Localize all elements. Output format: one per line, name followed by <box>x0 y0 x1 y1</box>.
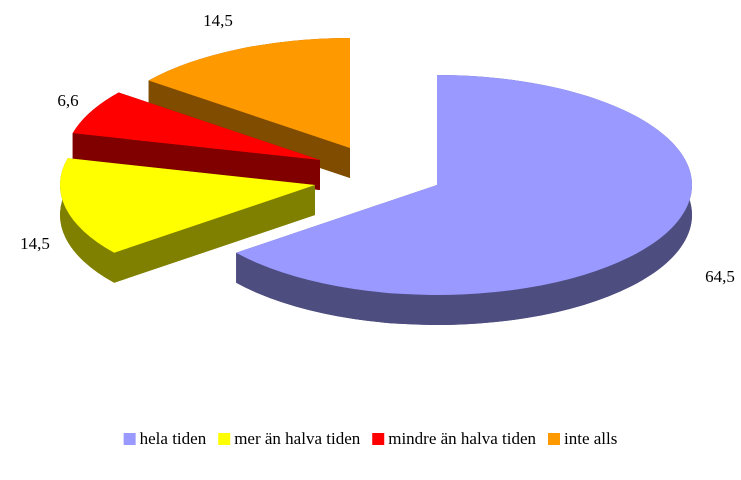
legend: hela tiden mer än halva tiden mindre än ha… <box>123 429 617 448</box>
slice <box>72 92 321 190</box>
legend-label: mer än halva tiden <box>234 429 361 448</box>
legend-label: hela tiden <box>140 429 207 448</box>
legend-label: inte alls <box>564 429 617 448</box>
slice-wall <box>59 158 115 283</box>
slice-top <box>236 75 692 296</box>
legend-label: mindre än halva tiden <box>388 429 536 448</box>
legend-swatch <box>123 433 136 445</box>
slice-top <box>72 92 321 160</box>
slice <box>59 158 316 283</box>
legend-swatch <box>548 433 560 445</box>
slice <box>236 75 692 325</box>
data-label: 6,6 <box>57 91 78 110</box>
slice-side <box>72 133 321 190</box>
legend-swatch <box>218 433 231 445</box>
slice-top <box>59 158 315 253</box>
data-label: 14,5 <box>203 11 233 30</box>
slice-top <box>148 38 350 148</box>
legend-swatch <box>372 433 385 445</box>
slice-wall <box>236 75 692 325</box>
data-label: 64,5 <box>705 267 735 286</box>
data-label: 14,5 <box>20 234 50 253</box>
